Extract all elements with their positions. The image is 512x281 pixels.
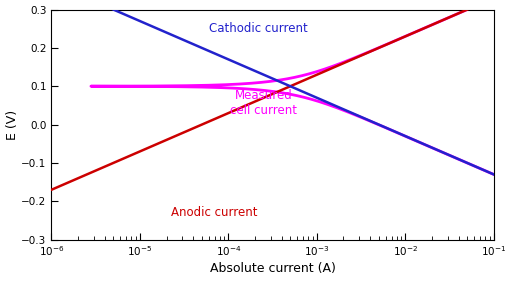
Text: Anodic current: Anodic current — [172, 206, 258, 219]
Y-axis label: E (V): E (V) — [6, 110, 18, 140]
X-axis label: Absolute current (A): Absolute current (A) — [209, 262, 335, 275]
Text: Measured
cell current: Measured cell current — [230, 89, 297, 117]
Text: Cathodic current: Cathodic current — [209, 22, 308, 35]
